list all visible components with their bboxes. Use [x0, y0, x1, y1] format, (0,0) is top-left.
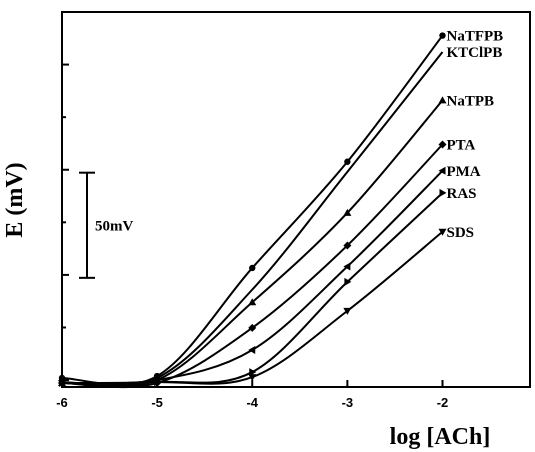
y-axis-label: E (mV) — [2, 162, 28, 237]
series-label: KTClPB — [446, 45, 502, 61]
marker — [439, 32, 446, 39]
marker — [344, 158, 351, 165]
series-label: SDS — [446, 225, 474, 241]
marker — [439, 188, 447, 197]
x-tick-label: -2 — [437, 395, 449, 410]
series-label: NaTPB — [446, 93, 494, 109]
x-tick-label: -3 — [342, 395, 354, 410]
marker — [249, 368, 257, 377]
x-tick-label: -4 — [246, 395, 258, 410]
x-tick-label: -6 — [56, 395, 68, 410]
marker — [248, 323, 257, 332]
marker — [343, 241, 352, 250]
marker — [248, 374, 257, 382]
marker — [343, 262, 351, 271]
marker — [249, 264, 256, 272]
marker — [438, 166, 446, 175]
marker — [438, 96, 447, 104]
series-label: PMA — [446, 164, 480, 180]
x-tick-label: -5 — [151, 395, 163, 410]
marker — [58, 380, 66, 388]
plot-frame — [61, 11, 531, 388]
marker — [343, 208, 352, 216]
series-line — [61, 231, 444, 385]
x-axis-label: log [ACh] — [390, 424, 491, 450]
series-line — [61, 51, 444, 387]
marker — [343, 307, 352, 315]
marker — [153, 379, 162, 387]
series-line — [61, 99, 444, 388]
marker — [438, 228, 447, 236]
marker — [248, 298, 257, 306]
marker — [58, 374, 66, 382]
marker — [438, 140, 447, 149]
marker — [344, 277, 352, 286]
series-label: PTA — [446, 138, 475, 154]
series-line — [61, 34, 444, 386]
scale-bar-label: 50mV — [95, 218, 133, 234]
series-label: NaTFPB — [446, 29, 503, 45]
series-label: RAS — [446, 186, 476, 202]
marker — [248, 345, 256, 354]
series-line — [61, 143, 444, 389]
